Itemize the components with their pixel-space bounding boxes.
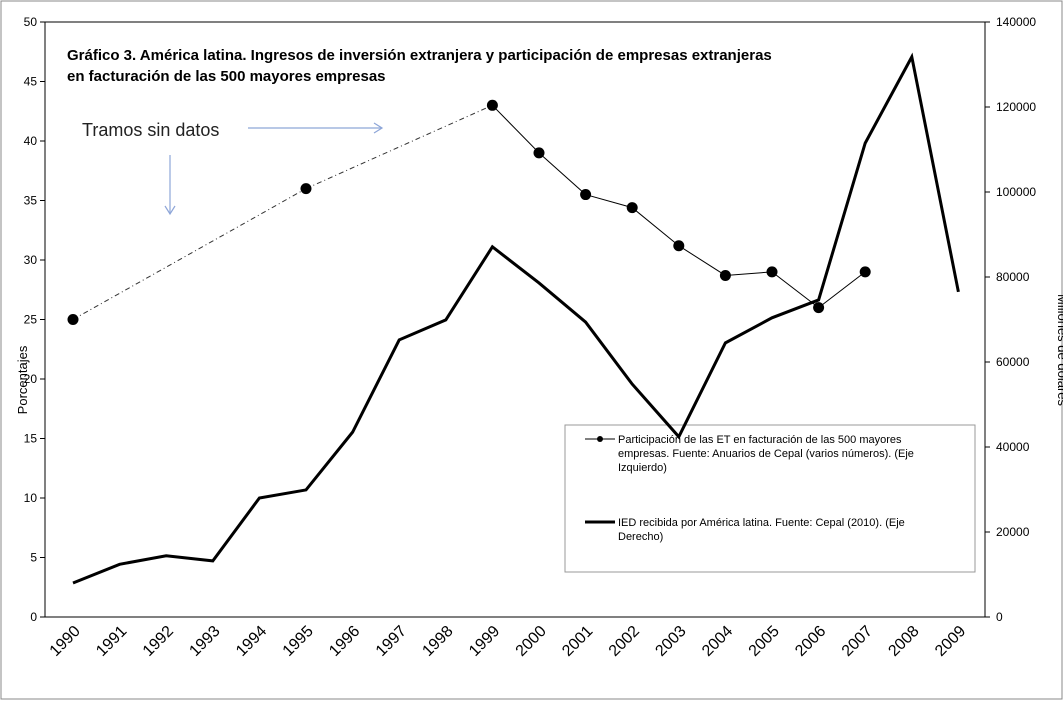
y-tick-label: 25 <box>24 313 38 327</box>
point <box>67 314 79 325</box>
point <box>719 269 731 281</box>
legend-label: IED recibida por América latina. Fuente:… <box>618 517 905 543</box>
point <box>300 183 312 195</box>
y-tick-label: 5 <box>30 551 37 565</box>
legend <box>564 424 976 573</box>
point <box>533 147 545 159</box>
point <box>813 302 825 314</box>
y-tick-label: 0 <box>30 610 37 624</box>
point <box>486 99 498 111</box>
point <box>580 189 592 201</box>
point <box>766 266 778 278</box>
y-tick-label: 45 <box>24 75 38 89</box>
annotation: Tramos sin datos <box>82 120 219 140</box>
chart-subtitle: en facturación de las 500 mayores empres… <box>67 68 386 85</box>
chart-title: Gráfico 3. América latina. Ingresos de i… <box>67 47 772 64</box>
y-tick-label: 15 <box>24 432 38 446</box>
y2-tick-label: 60000 <box>996 355 1030 369</box>
y-tick-label: 10 <box>24 491 38 505</box>
gap-connector <box>305 104 493 190</box>
y-tick-label: 40 <box>24 134 38 148</box>
legend-label: Participación de las ET en facturación d… <box>618 434 914 474</box>
y-tick-label: 50 <box>24 15 38 29</box>
y-tick-label: 35 <box>24 194 38 208</box>
y2-tick-label: 120000 <box>996 100 1036 114</box>
y2-tick-label: 100000 <box>996 185 1036 199</box>
y2-tick-label: 80000 <box>996 270 1030 284</box>
y-tick-label: 30 <box>24 253 38 267</box>
point <box>859 266 871 278</box>
y2-tick-label: 40000 <box>996 440 1030 454</box>
point <box>626 202 638 214</box>
arrows <box>164 122 384 216</box>
legend-swatch <box>597 436 603 442</box>
series-line <box>72 52 960 585</box>
point <box>673 240 685 252</box>
y2-tick-label: 140000 <box>996 15 1036 29</box>
gap-connector <box>72 188 307 320</box>
y2-tick-label: 20000 <box>996 525 1030 539</box>
y-axis-label: Porcentajes <box>15 345 30 414</box>
y2-axis-label: Millones de dólares <box>1055 294 1063 407</box>
y-tick-label: 20 <box>24 372 38 386</box>
y2-tick-label: 0 <box>996 610 1003 624</box>
